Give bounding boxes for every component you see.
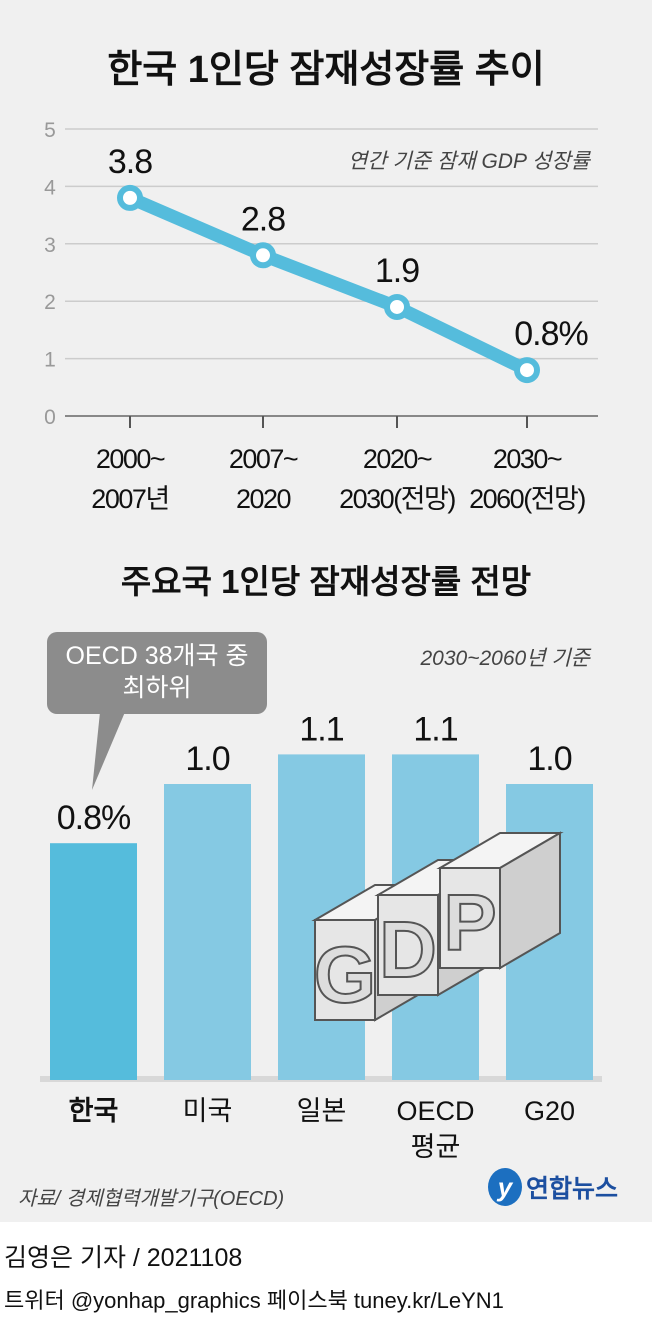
bar bbox=[164, 784, 251, 1080]
gdp-letter-block: P bbox=[436, 831, 564, 970]
x-tick-label: 2030~ bbox=[493, 444, 562, 474]
data-point bbox=[514, 357, 540, 384]
x-tick-label: 2030(전망) bbox=[339, 484, 455, 514]
bar-category-label: 평균 bbox=[411, 1132, 461, 1162]
line-chart-title: 한국 1인당 잠재성장률 추이 bbox=[107, 49, 545, 91]
data-point bbox=[384, 293, 410, 320]
block-letter: D bbox=[379, 905, 437, 994]
data-label: 0.8% bbox=[514, 315, 588, 353]
y-tick-label: 1 bbox=[44, 349, 56, 372]
yonhap-logo: y 연합뉴스 bbox=[488, 1168, 618, 1206]
block-front bbox=[314, 919, 376, 1021]
bar-value-label: 1.0 bbox=[185, 740, 229, 778]
annotation-line-1: OECD 38개국 중 bbox=[65, 642, 249, 670]
y-tick-label: 5 bbox=[44, 119, 56, 142]
x-tick-label: 2007~ bbox=[229, 444, 298, 474]
data-point bbox=[117, 184, 143, 211]
bar-category-label: 일본 bbox=[297, 1096, 347, 1126]
yonhap-logo-text: 연합뉴스 bbox=[526, 1175, 619, 1203]
annotation-bubble: OECD 38개국 중 최하위 bbox=[47, 632, 267, 714]
block-front bbox=[439, 867, 501, 969]
x-tick-label: 2007년 bbox=[91, 484, 168, 514]
x-tick-label: 2020~ bbox=[363, 444, 432, 474]
author-credit: 김영은 기자 / 2021108 bbox=[4, 1244, 243, 1272]
x-tick-label: 2020 bbox=[236, 484, 291, 514]
data-point bbox=[250, 242, 276, 269]
bar-chart: 0.8% 한국 1.0 미국 1.1 일본 1.1 OECD 평균 1.0 G20 G D P bbox=[40, 710, 602, 1162]
bar-value-label: 1.1 bbox=[299, 710, 343, 748]
block-front bbox=[377, 894, 439, 996]
bar-chart-title: 주요국 1인당 잠재성장률 전망 bbox=[120, 563, 532, 600]
line-chart-subtitle: 연간 기준 잠재 GDP 성장률 bbox=[348, 150, 590, 173]
data-label: 1.9 bbox=[375, 252, 419, 290]
bar-category-label: OECD bbox=[396, 1096, 474, 1126]
x-tick-label: 2000~ bbox=[96, 444, 165, 474]
y-tick-label: 4 bbox=[44, 176, 56, 199]
line-chart: 0 1 2 3 4 5 3.8 2000~ 2007년 2.8 2007~ 2020 1.9 2020~ 2… bbox=[44, 119, 598, 514]
bar-category-label: 한국 bbox=[69, 1096, 119, 1126]
block-letter: G bbox=[314, 930, 376, 1019]
data-label: 3.8 bbox=[108, 143, 152, 181]
bar-value-label: 1.0 bbox=[527, 740, 571, 778]
y-tick-label: 0 bbox=[44, 406, 56, 429]
y-tick-label: 2 bbox=[44, 291, 56, 314]
x-tick-label: 2060(전망) bbox=[469, 484, 585, 514]
bar-value-label: 1.1 bbox=[413, 710, 457, 748]
data-label: 2.8 bbox=[241, 200, 285, 238]
bar-category-label: G20 bbox=[524, 1096, 575, 1126]
annotation-line-2: 최하위 bbox=[122, 674, 192, 702]
y-tick-label: 3 bbox=[44, 234, 56, 257]
bar-value-label: 0.8% bbox=[57, 799, 131, 837]
yonhap-logo-icon: y bbox=[488, 1168, 522, 1206]
source-note: 자료/ 경제협력개발기구(OECD) bbox=[18, 1188, 285, 1210]
block-letter: P bbox=[443, 878, 496, 967]
series-line bbox=[127, 191, 530, 376]
bar-chart-subtitle: 2030~2060년 기준 bbox=[420, 647, 591, 670]
bar bbox=[50, 843, 137, 1080]
social-credit: 트위터 @yonhap_graphics 페이스북 tuney.kr/LeYN1 bbox=[4, 1288, 504, 1313]
bar-category-label: 미국 bbox=[183, 1096, 233, 1126]
